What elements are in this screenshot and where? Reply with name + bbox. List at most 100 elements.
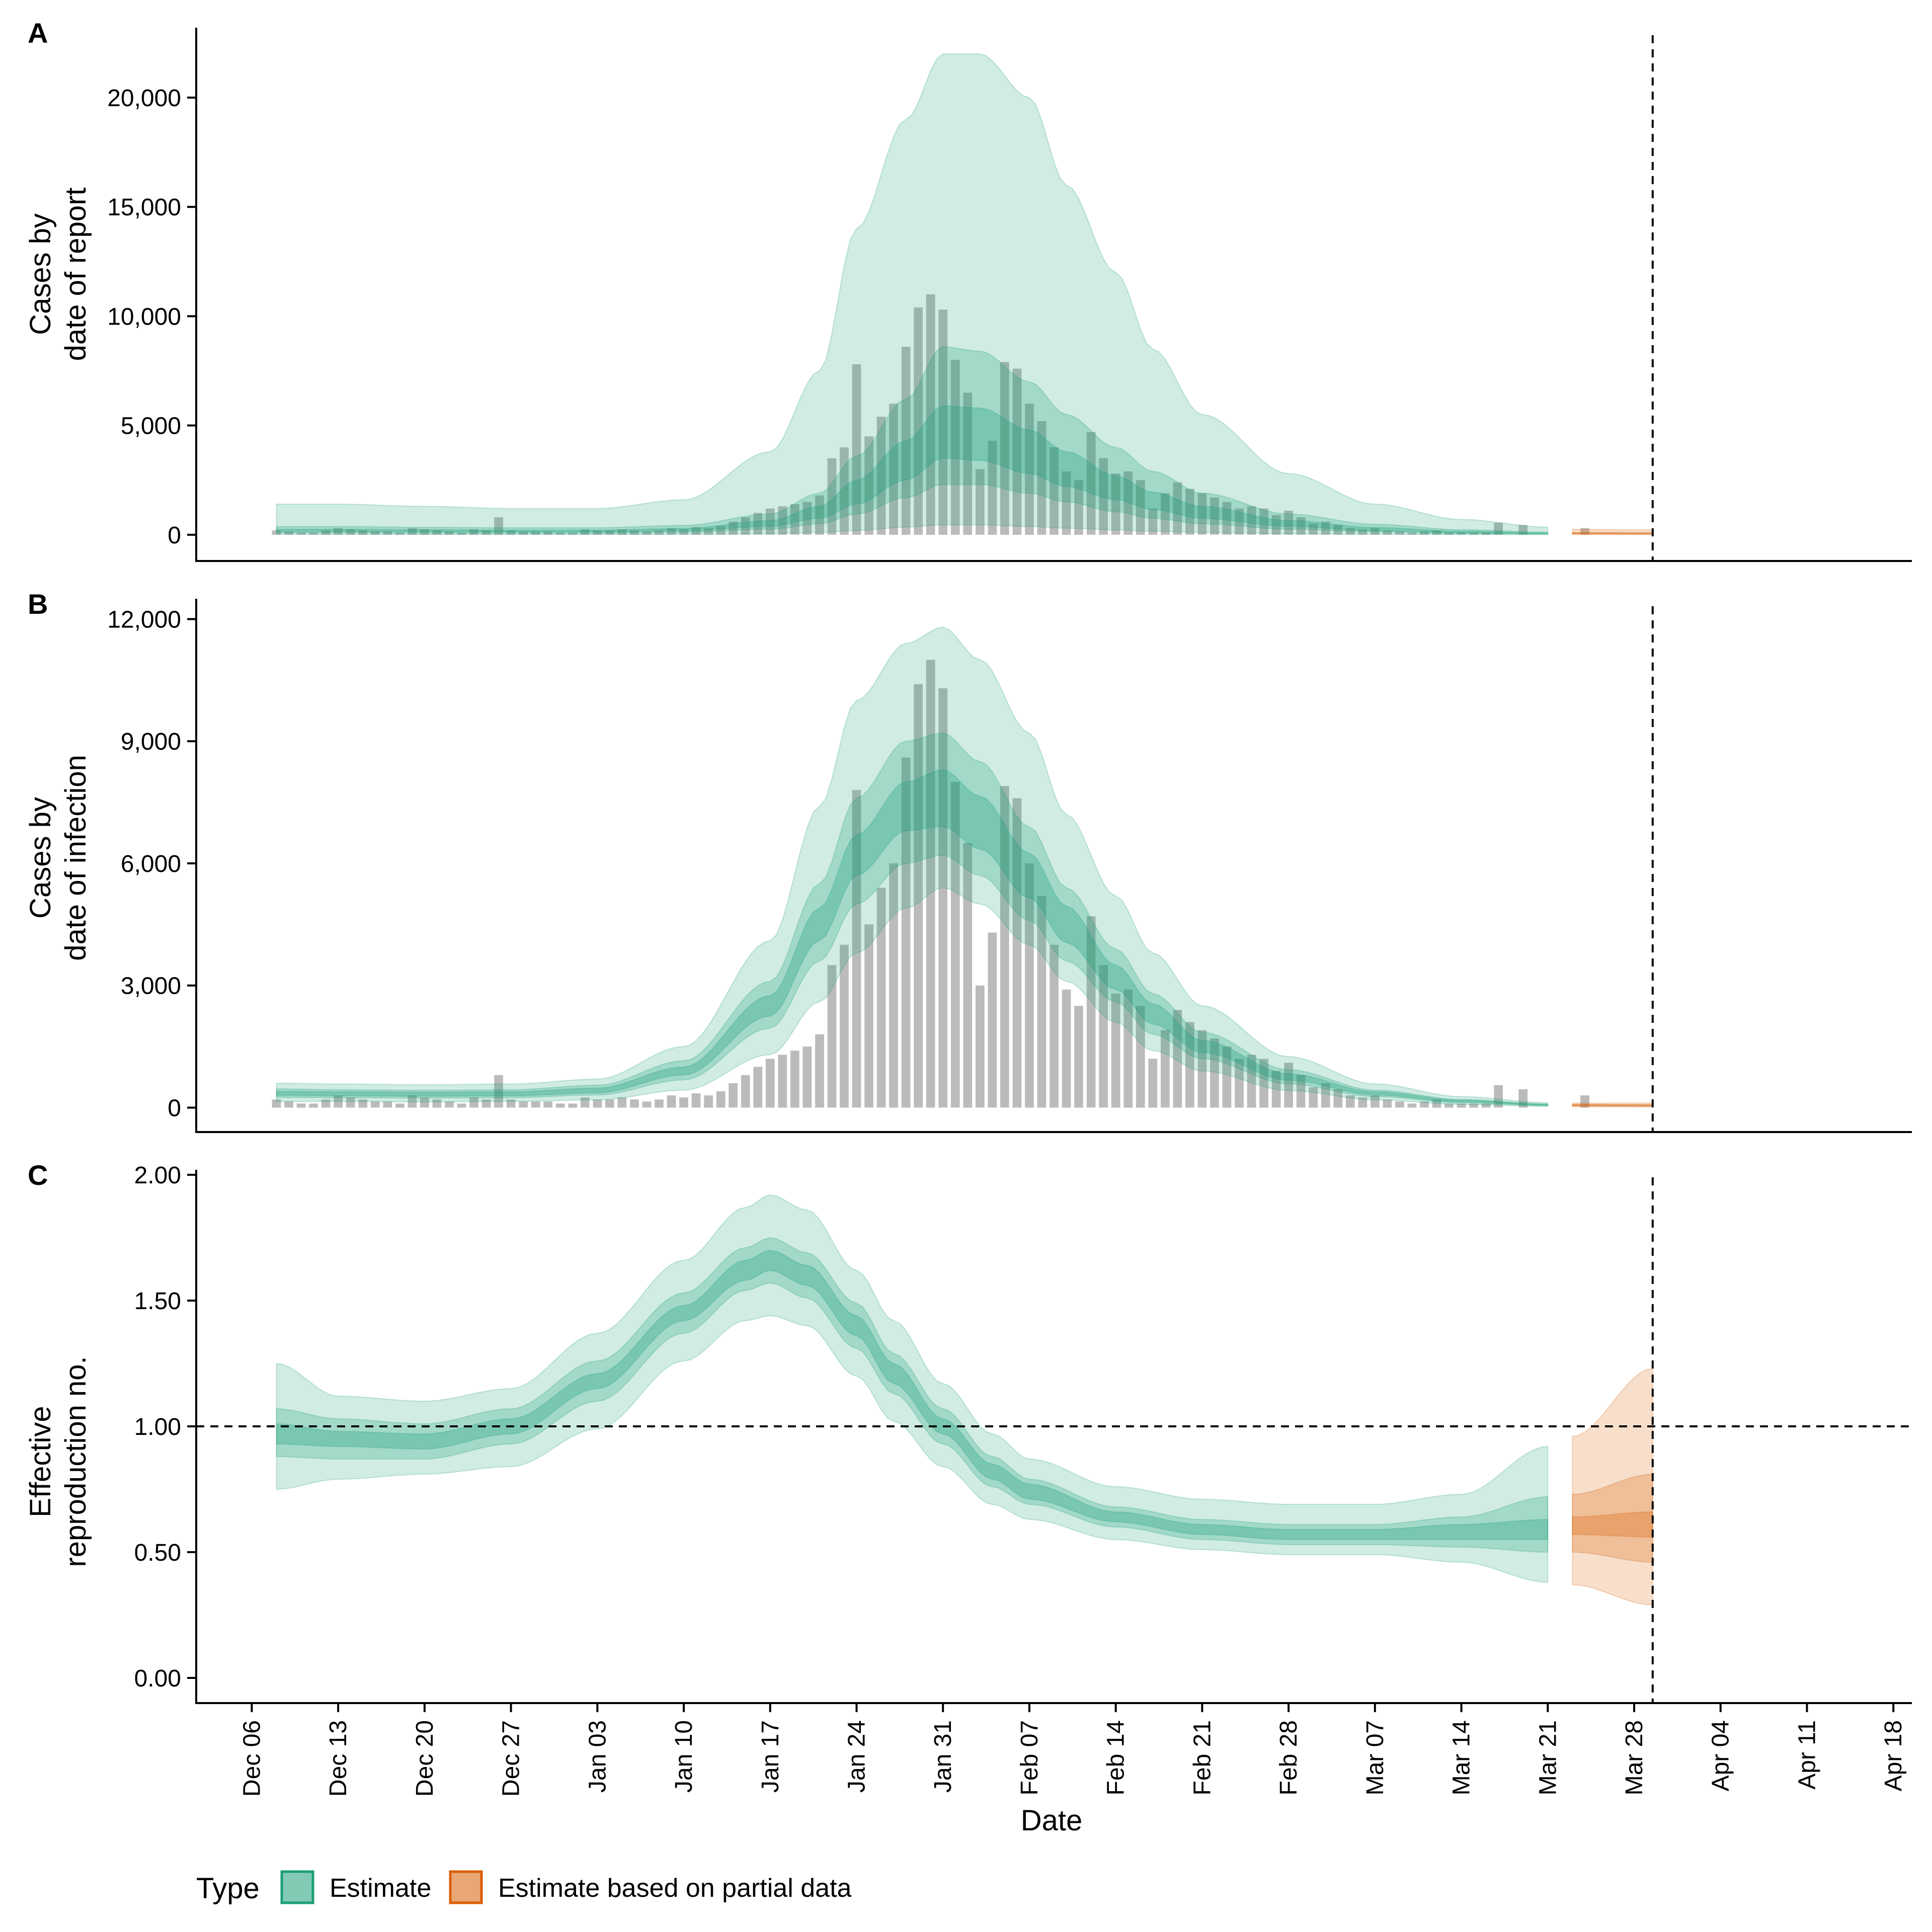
panel-a-y-tick-label: 20,000 — [107, 85, 181, 112]
panel-b-bar — [506, 1099, 516, 1108]
panel-a-bar — [334, 528, 343, 535]
panel-a-bar — [408, 528, 417, 535]
panel-a-bar — [1407, 532, 1417, 535]
panel-a-bar — [864, 436, 873, 535]
panel-a-bar — [1457, 532, 1466, 535]
panel-a-bar — [284, 531, 293, 535]
legend-title: Type — [196, 1872, 260, 1905]
panel-b-bar — [568, 1103, 578, 1108]
panel-b-bar — [1012, 798, 1022, 1108]
legend-label-partial: Estimate based on partial data — [498, 1874, 852, 1903]
panel-a-bar — [531, 531, 540, 535]
panel-a-bar — [790, 504, 799, 535]
panel-b-bar — [1222, 1046, 1232, 1108]
panel-a-bar — [1296, 517, 1306, 535]
panel-a-bar — [1271, 515, 1281, 535]
panel-b-bar — [555, 1103, 565, 1108]
panel-b-bar — [1247, 1055, 1256, 1108]
panel-b-bar — [1197, 1030, 1207, 1108]
panel-b-bar — [1321, 1083, 1330, 1108]
panel-b-bar — [481, 1099, 491, 1108]
panel-a-bar — [1494, 523, 1503, 535]
panel-a-bar — [593, 530, 602, 535]
x-tick-label: Feb 14 — [1103, 1720, 1130, 1795]
panel-a-bar — [630, 530, 639, 535]
panel-a-partial-band-i20 — [1572, 532, 1653, 534]
panel-c-plot: 0.00 0.50 1.00 1.50 2.00 — [134, 1162, 1912, 1704]
panel-b-bar — [914, 684, 923, 1108]
panel-b-bar — [1358, 1097, 1367, 1108]
panel-b-bar — [1469, 1103, 1478, 1108]
x-tick-label: Apr 04 — [1708, 1720, 1734, 1791]
panel-b-bar — [1111, 993, 1120, 1108]
panel-b-y-tick-label: 12,000 — [107, 606, 181, 633]
panel-a-estimate-band-i20 — [276, 405, 1549, 534]
panel-b-bar — [309, 1103, 318, 1108]
panel-b-bar — [840, 944, 849, 1108]
panel-a-bar — [926, 294, 935, 535]
panel-b-letter: B — [28, 588, 48, 620]
panel-a-bar — [914, 307, 923, 535]
panel-a-bar — [1062, 471, 1071, 535]
panel-b-bar — [1074, 1006, 1083, 1108]
panel-b-bar — [1259, 1059, 1268, 1108]
panel-a-bar — [1259, 508, 1268, 535]
panel-a-bar — [778, 506, 787, 535]
panel-a-y-tick-label: 0 — [168, 522, 181, 549]
panel-a-bar — [555, 532, 565, 535]
panel-a-bar — [1111, 473, 1120, 535]
panel-a-bar — [346, 529, 355, 535]
panel-b-bar — [976, 985, 985, 1108]
panel-b-estimate-band-i90 — [276, 626, 1549, 1107]
panel-b-bar — [667, 1095, 676, 1108]
panel-b-bar — [321, 1099, 331, 1108]
panel-c: C Effective reproduction no. 0.00 0.50 1.0… — [24, 1159, 1912, 1704]
panel-b-bar — [655, 1099, 664, 1108]
panel-b-bar — [889, 863, 898, 1108]
panel-a-ylabel-line1: Cases by — [24, 213, 57, 335]
panel-a-bar — [617, 529, 627, 535]
panel-b-bar — [630, 1099, 639, 1108]
panel-a-bar — [815, 495, 824, 535]
panel-a-bar — [1136, 480, 1145, 535]
panel-b-ylabel-line1: Cases by — [24, 797, 57, 919]
panel-b-bar — [679, 1097, 688, 1108]
panel-b-bar — [296, 1103, 306, 1108]
x-tick-label: Jan 10 — [671, 1720, 697, 1793]
panel-b-bar — [1161, 1030, 1170, 1108]
panel-b-y-tick-label: 6,000 — [121, 851, 181, 877]
panel-b-bar — [901, 757, 911, 1108]
panel-b-bar — [741, 1075, 750, 1108]
panel-a-bar — [667, 528, 676, 535]
panel-b-bar — [778, 1055, 787, 1108]
panel-b-bar — [1407, 1103, 1417, 1108]
panel-b-bar — [1000, 786, 1009, 1108]
panel-a-bar — [1284, 511, 1293, 535]
panel-a-bar — [876, 417, 886, 535]
panel-c-y-tick-label: 1.50 — [134, 1288, 181, 1315]
panel-b-bar — [950, 782, 960, 1108]
panel-b-bar — [1432, 1099, 1441, 1108]
panel-b-partial-band-i20 — [1572, 1104, 1653, 1106]
panel-a-bar — [1185, 489, 1194, 535]
panel-a-bar — [1025, 404, 1034, 535]
panel-b-bar — [802, 1046, 812, 1108]
panel-b-bar — [716, 1091, 726, 1108]
panel-b-bar — [864, 924, 873, 1108]
panel-a-bar — [1432, 530, 1441, 535]
panel-a-bar — [802, 502, 812, 535]
x-tick-label: Apr 18 — [1880, 1720, 1907, 1791]
panel-a-plot: 0 5,000 10,000 15,000 20,000 — [107, 28, 1912, 562]
panel-a-bar — [1086, 432, 1096, 535]
panel-c-estimate-band-i90 — [276, 1194, 1549, 1583]
panel-b-bar — [729, 1083, 738, 1108]
panel-a-bar — [1321, 521, 1330, 535]
panel-a-ylabel-line2: date of report — [59, 188, 92, 361]
panel-a-bar — [1074, 480, 1083, 535]
panel-b-bar — [370, 1101, 380, 1108]
panel-c-y-tick-label: 1.00 — [134, 1414, 181, 1440]
panel-b-bar — [617, 1097, 627, 1108]
panel-b-bar — [593, 1099, 602, 1108]
panel-a-bar — [1345, 528, 1355, 535]
